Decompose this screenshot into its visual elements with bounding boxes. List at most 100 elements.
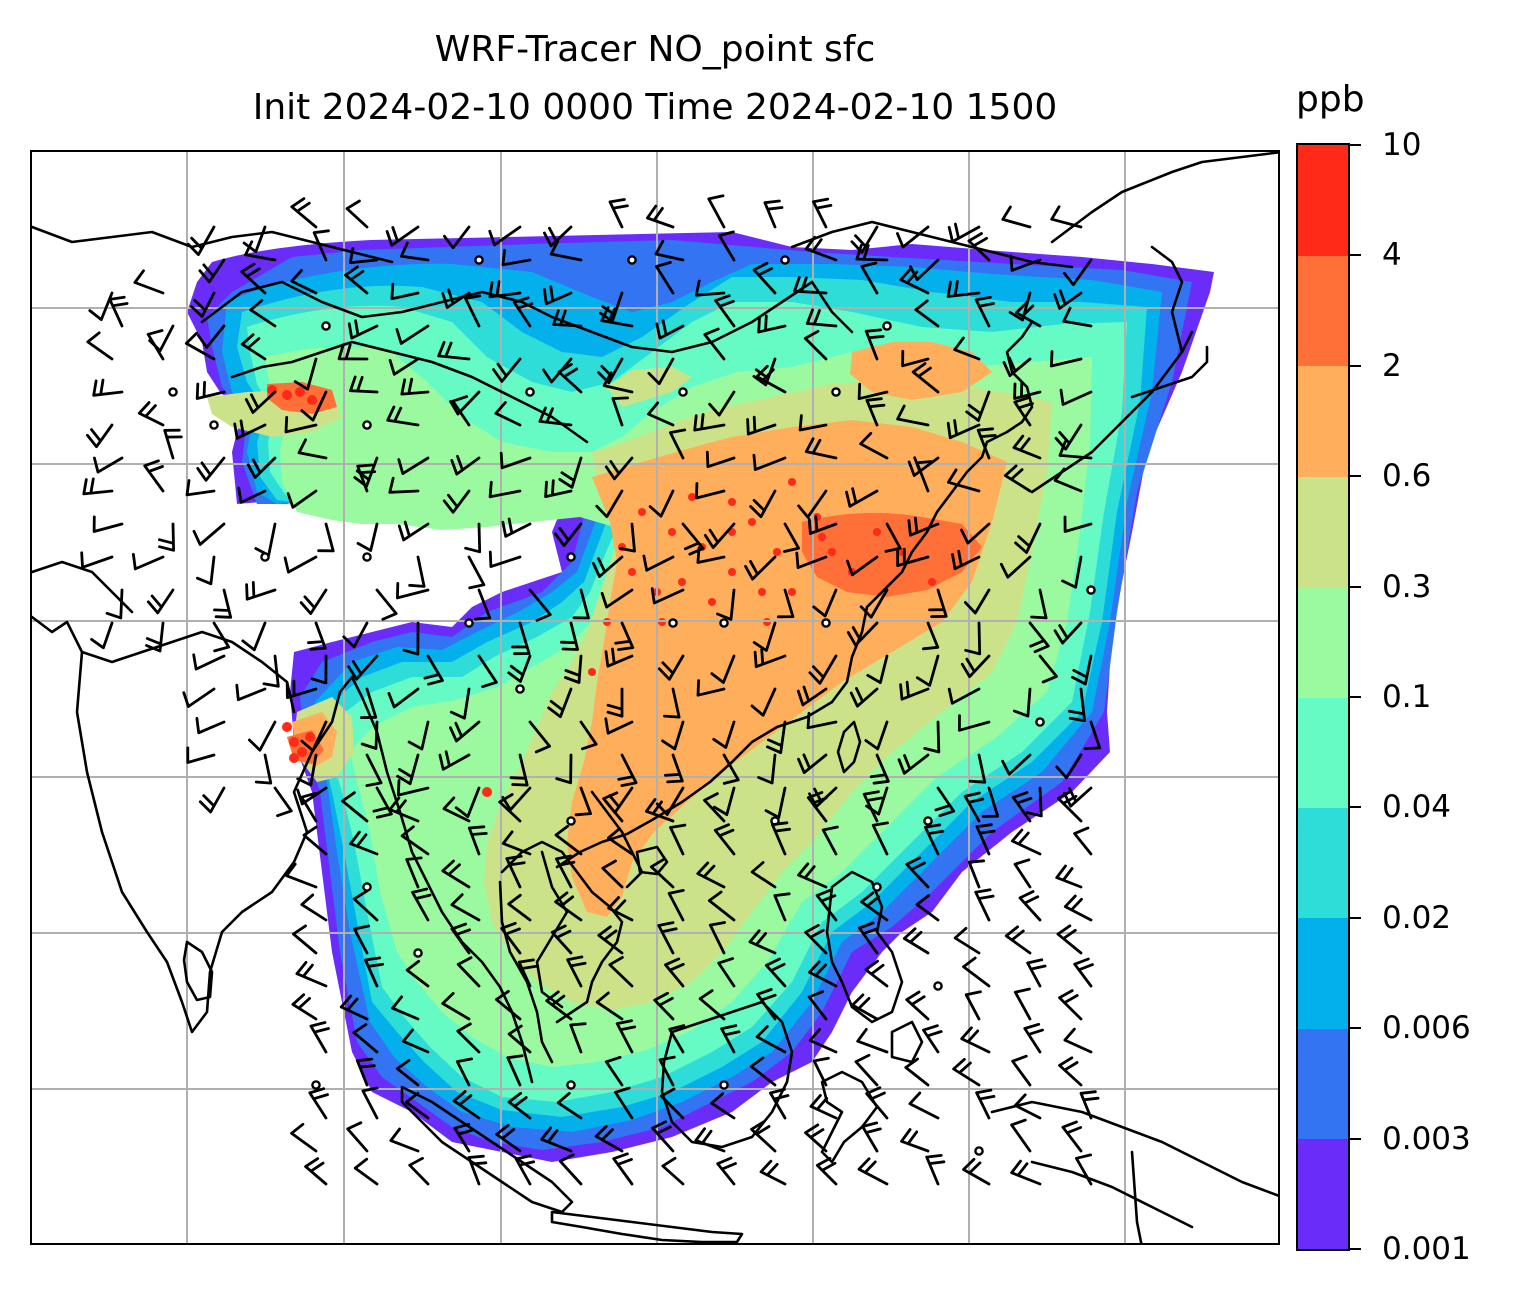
wind-barb <box>864 959 889 988</box>
wind-barb <box>967 859 986 889</box>
wind-barb <box>999 555 1032 579</box>
wind-barb <box>646 204 675 229</box>
wind-barb <box>708 390 736 417</box>
wind-barb <box>695 482 726 500</box>
wind-barb <box>600 306 634 328</box>
wind-barb <box>615 1019 637 1054</box>
wind-barb <box>405 959 430 988</box>
emission-hotspot <box>668 528 676 536</box>
wind-barb <box>137 401 165 427</box>
wind-barb <box>703 792 726 823</box>
wind-barb <box>547 687 573 719</box>
wind-barb <box>899 267 930 295</box>
wind-barb <box>815 1156 838 1186</box>
emission-hotspot <box>297 747 307 757</box>
calm-wind-marker <box>362 882 372 892</box>
wind-barb <box>602 791 624 823</box>
emission-hotspot <box>282 390 292 400</box>
wind-barb <box>404 1091 430 1120</box>
wind-barb <box>543 285 573 306</box>
wind-barb <box>1050 350 1083 368</box>
coastline-japan <box>1030 330 1194 494</box>
wind-barb <box>914 299 940 328</box>
wind-barb <box>569 1022 587 1054</box>
wind-barb <box>254 753 273 785</box>
wind-barb <box>595 489 624 519</box>
wind-barb <box>566 955 587 988</box>
wind-barb <box>907 516 940 537</box>
wind-barb <box>355 1057 376 1087</box>
wind-barb <box>347 654 379 681</box>
wind-barb <box>821 825 839 856</box>
wind-barb <box>449 390 481 416</box>
wind-barb <box>402 621 420 656</box>
wind-barb <box>606 687 624 718</box>
wind-barb <box>947 468 981 493</box>
wind-barb <box>254 522 277 557</box>
wind-barb <box>1053 289 1083 310</box>
wind-barb <box>896 225 930 249</box>
calm-wind-marker <box>831 387 841 397</box>
colorbar-tick-mark <box>1350 475 1361 478</box>
colorbar-tick-label: 0.006 <box>1382 1010 1471 1047</box>
wind-barb <box>1010 1118 1032 1153</box>
wind-barb <box>86 331 114 361</box>
wind-barb <box>1079 1090 1100 1120</box>
wind-barb <box>554 891 583 922</box>
wind-barb <box>975 1088 996 1120</box>
wind-barb <box>360 720 379 750</box>
wind-barb <box>495 1123 522 1153</box>
wind-barb <box>505 854 526 889</box>
wind-barb <box>488 550 522 568</box>
wind-barb <box>604 456 634 481</box>
wind-barb <box>1058 989 1083 1021</box>
border-new-guinea <box>1130 1150 1143 1243</box>
wind-barb <box>1013 858 1032 889</box>
wind-barb <box>1001 205 1032 229</box>
wind-barb <box>707 890 736 922</box>
wind-barb <box>395 1058 420 1087</box>
wind-barb <box>965 390 991 422</box>
wind-barb <box>185 479 216 497</box>
wind-barb <box>750 687 777 717</box>
wind-barb <box>591 555 624 578</box>
wind-barb <box>195 380 226 400</box>
wind-barb <box>611 396 629 427</box>
border-china-west <box>230 340 589 444</box>
coastline-taiwan <box>836 720 862 774</box>
wind-barb <box>968 753 987 784</box>
wind-barb <box>857 1157 889 1186</box>
wind-barb <box>1012 434 1042 460</box>
wind-barb <box>922 1024 943 1054</box>
coastline-sri-lanka <box>182 940 214 1002</box>
wind-barb <box>500 921 522 955</box>
wind-barb <box>396 753 420 786</box>
wind-barb <box>757 753 777 785</box>
wind-barb <box>902 927 930 955</box>
wind-barb <box>1071 654 1093 686</box>
wind-barb <box>1010 828 1042 856</box>
wind-barb <box>900 1128 930 1153</box>
wind-barb <box>352 889 379 922</box>
wind-barb <box>764 786 787 819</box>
wind-barb <box>488 225 522 247</box>
wind-barb <box>284 416 318 434</box>
wind-barb <box>133 269 165 295</box>
border-russia-east <box>790 220 1074 269</box>
colorbar-tick-mark <box>1350 364 1361 367</box>
wind-barb <box>400 825 430 856</box>
wind-barb <box>901 349 930 368</box>
wind-barb <box>388 357 420 376</box>
wind-barb <box>361 1086 379 1120</box>
colorbar-tick-mark <box>1350 254 1361 257</box>
calm-wind-marker <box>1086 585 1096 595</box>
emission-hotspot <box>678 578 686 586</box>
wind-barb <box>705 450 736 469</box>
wind-barb <box>669 428 687 460</box>
wind-barb <box>449 687 471 720</box>
wind-barb <box>923 720 941 754</box>
wind-barb <box>865 1086 889 1120</box>
wind-barb <box>395 324 430 345</box>
emission-hotspot <box>295 387 305 397</box>
wind-barb <box>158 522 175 552</box>
